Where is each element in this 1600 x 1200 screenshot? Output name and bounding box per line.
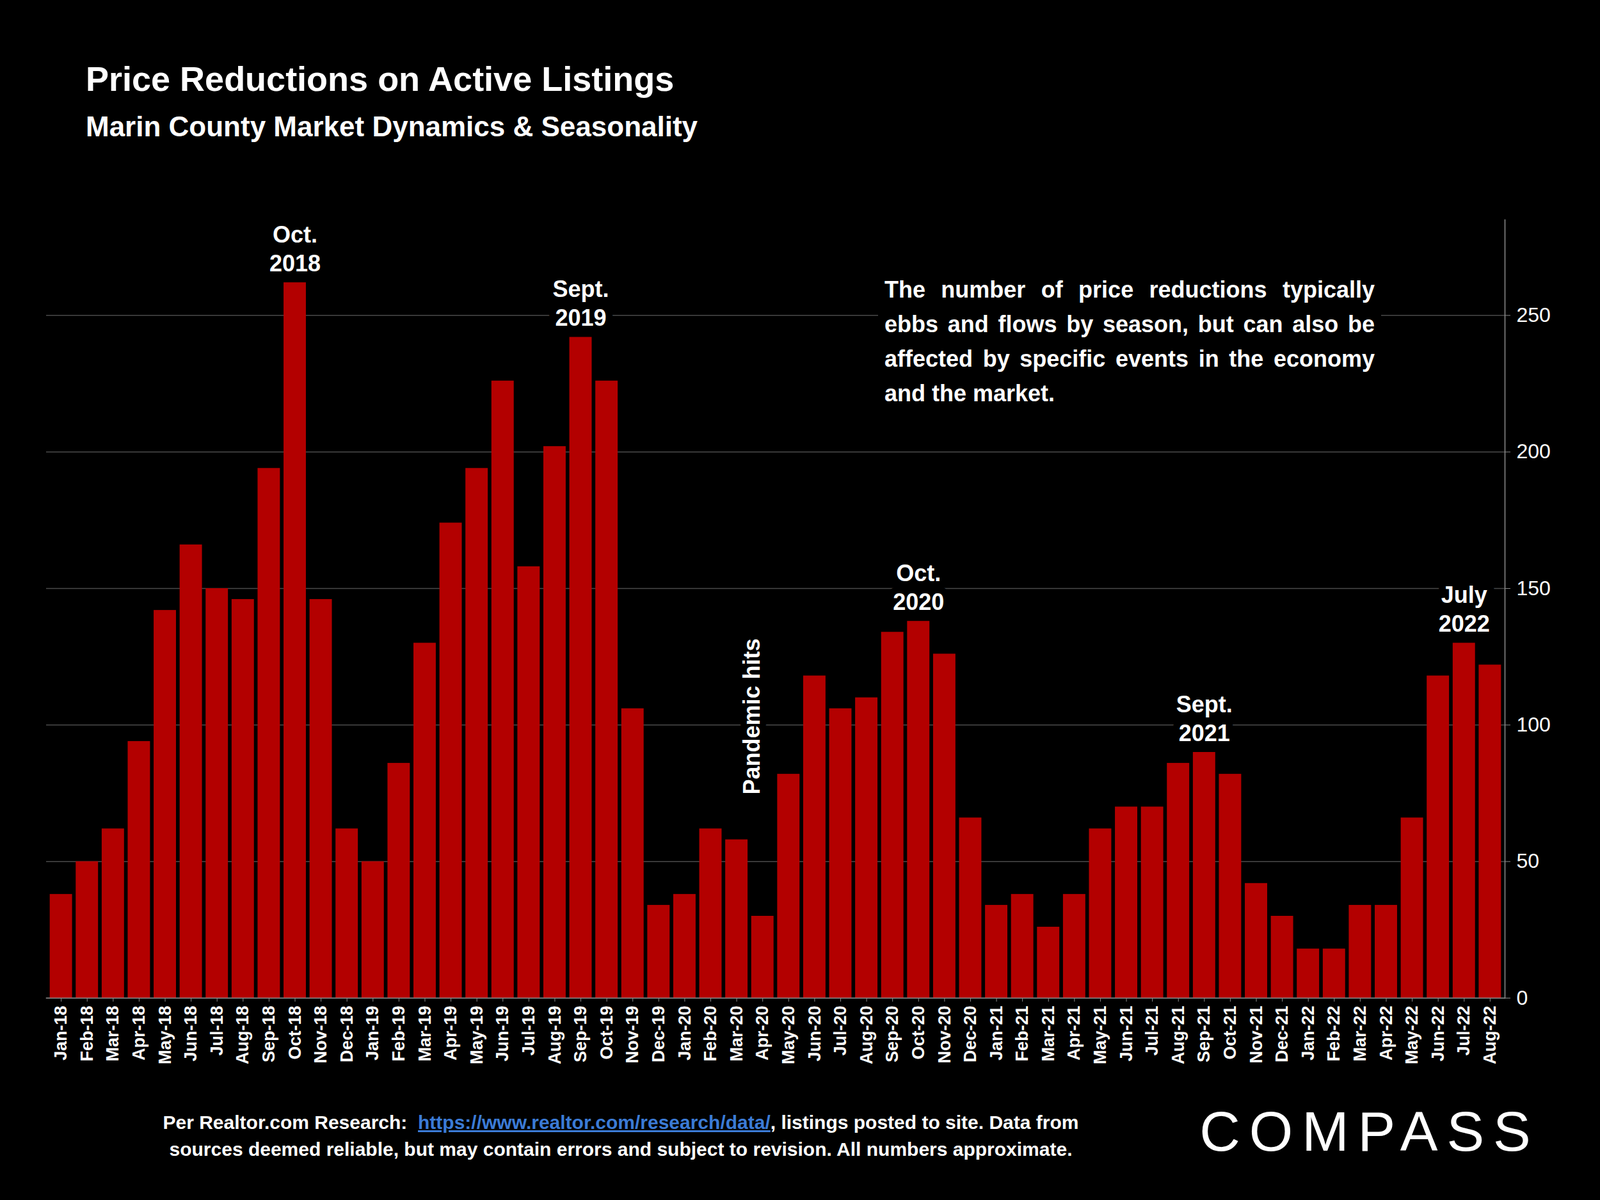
svg-text:Dec-20: Dec-20 [960,1006,980,1064]
svg-text:Apr-18: Apr-18 [129,1006,149,1062]
svg-text:250: 250 [1516,303,1551,327]
svg-text:Oct-19: Oct-19 [597,1006,617,1060]
svg-text:Jun-21: Jun-21 [1116,1006,1136,1062]
svg-text:Jul-19: Jul-19 [519,1006,539,1056]
svg-text:Dec-21: Dec-21 [1272,1006,1292,1064]
svg-text:May-20: May-20 [778,1006,799,1065]
svg-text:Aug-19: Aug-19 [545,1006,565,1065]
svg-text:Sep-20: Sep-20 [882,1006,902,1064]
svg-text:Aug-18: Aug-18 [232,1006,253,1065]
svg-text:Pandemic hits: Pandemic hits [738,638,765,795]
svg-text:Nov-20: Nov-20 [935,1006,955,1064]
svg-text:Mar-22: Mar-22 [1350,1006,1370,1062]
svg-text:Feb-18: Feb-18 [77,1006,97,1062]
svg-text:Sep-19: Sep-19 [570,1006,591,1064]
svg-text:Nov-19: Nov-19 [622,1006,642,1064]
svg-text:May-21: May-21 [1090,1006,1110,1065]
html-text:Price Reductions on Active Lis: Price Reductions on Active Listings [85,59,675,98]
svg-text:Feb-19: Feb-19 [389,1006,409,1062]
svg-text:Jul-22: Jul-22 [1454,1006,1474,1056]
svg-text:Aug-22: Aug-22 [1480,1006,1500,1065]
svg-text:Jun-19: Jun-19 [492,1006,512,1062]
svg-text:150: 150 [1516,576,1551,600]
svg-text:0: 0 [1516,986,1529,1010]
html-text:Per Realtor.com Research: http: Per Realtor.com Research: https://www.re… [162,1111,1079,1133]
svg-text:July2022: July2022 [1438,581,1490,637]
svg-text:Oct-21: Oct-21 [1220,1006,1240,1060]
svg-text:Jun-18: Jun-18 [181,1006,201,1062]
svg-text:Jul-20: Jul-20 [830,1006,850,1056]
svg-text:Nov-18: Nov-18 [311,1006,331,1064]
svg-text:Dec-18: Dec-18 [337,1006,357,1064]
svg-text:Aug-21: Aug-21 [1168,1006,1188,1065]
svg-text:May-18: May-18 [155,1006,175,1065]
svg-text:Apr-20: Apr-20 [752,1006,772,1062]
html-text:Marin County Market Dynamics &: Marin County Market Dynamics & Seasonali… [85,110,698,143]
svg-text:Oct.2018: Oct.2018 [269,221,321,277]
svg-text:Dec-19: Dec-19 [648,1006,669,1064]
svg-text:Aug-20: Aug-20 [856,1006,877,1065]
svg-text:Oct-18: Oct-18 [285,1006,305,1060]
svg-text:100: 100 [1516,712,1551,736]
svg-text:Nov-21: Nov-21 [1246,1006,1266,1064]
html-text:The number of price reductions: The number of price reductions typically… [884,276,1375,407]
html-text:COMPASS: COMPASS [1199,1099,1540,1163]
svg-text:200: 200 [1516,439,1551,463]
svg-text:Mar-21: Mar-21 [1038,1006,1058,1062]
svg-text:Jan-19: Jan-19 [362,1006,383,1062]
svg-text:Feb-21: Feb-21 [1012,1006,1032,1062]
svg-text:Apr-21: Apr-21 [1064,1006,1084,1062]
svg-text:Sep-21: Sep-21 [1194,1006,1214,1064]
svg-text:Jan-18: Jan-18 [51,1006,71,1062]
svg-text:Sept.2021: Sept.2021 [1176,691,1233,747]
svg-text:Apr-22: Apr-22 [1376,1006,1396,1062]
svg-text:May-22: May-22 [1402,1006,1422,1065]
html-text:sources deemed reliable, but m: sources deemed reliable, but may contain… [169,1138,1073,1160]
svg-text:Oct.2020: Oct.2020 [892,560,944,616]
svg-text:May-19: May-19 [467,1006,487,1065]
svg-text:Mar-20: Mar-20 [727,1006,747,1062]
svg-text:50: 50 [1516,849,1540,873]
svg-text:Feb-20: Feb-20 [700,1006,720,1062]
svg-text:Sept.2019: Sept.2019 [552,275,610,331]
svg-text:Jan-22: Jan-22 [1298,1006,1318,1062]
svg-text:Jan-21: Jan-21 [986,1006,1007,1062]
svg-text:Sep-18: Sep-18 [259,1006,279,1064]
svg-text:Feb-22: Feb-22 [1324,1006,1344,1062]
svg-text:Jul-21: Jul-21 [1142,1006,1162,1056]
svg-text:Oct-20: Oct-20 [908,1006,928,1060]
svg-text:Jan-20: Jan-20 [675,1006,695,1062]
svg-text:Jun-20: Jun-20 [805,1006,825,1062]
svg-text:Jun-22: Jun-22 [1428,1006,1448,1062]
svg-text:Jul-18: Jul-18 [207,1006,227,1056]
svg-text:Apr-19: Apr-19 [440,1006,461,1062]
svg-text:Mar-19: Mar-19 [415,1006,435,1062]
svg-text:Mar-18: Mar-18 [103,1006,123,1062]
